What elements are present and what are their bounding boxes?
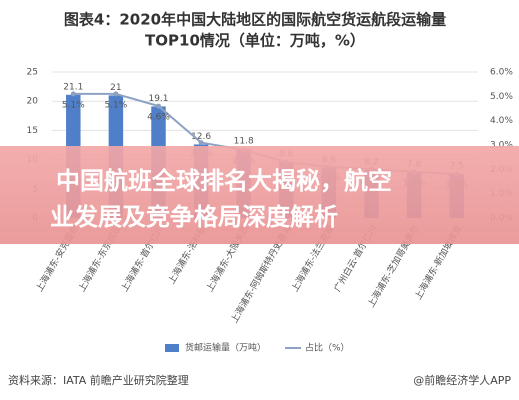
banner-text: 中国航班全球排名大揭秘，航空 [56,167,392,195]
y-tick-label: 25 [27,68,38,78]
y-tick-label: 15 [27,126,38,136]
y2-tick-label: 5.0% [490,92,513,102]
y2-tick-label: 6.0% [490,68,513,78]
line-marker [113,91,119,97]
legend-swatch [165,344,179,352]
source: 资料来源：IATA 前瞻产业研究院整理 [8,373,189,387]
banner [0,146,519,244]
bar-value-label: 12.6 [191,132,211,142]
line-marker [70,91,76,97]
line-value-label: 5.1% [104,100,127,110]
chart-title: 图表4：2020年中国大陆地区的国际航空货运航段运输量 [64,11,446,29]
bar-value-label: 21 [110,83,121,93]
legend-label: 货邮运输量（万吨） [185,342,266,354]
watermark: @前瞻经济学人APP [413,373,511,387]
line-value-label: 4.6% [147,113,170,123]
y-tick-label: 20 [27,97,39,107]
line-value-label: 5.1% [62,100,85,110]
banner-text: 业发展及竞争格局深度解析 [50,203,338,231]
bar-value-label: 19.1 [148,94,168,104]
line-marker [198,140,204,146]
y2-tick-label: 4.0% [490,116,513,126]
chart-title: TOP10情况（单位：万吨，%） [145,32,365,50]
y2-tick-label: 3.0% [490,141,513,151]
legend-label: 占比（%） [305,342,350,354]
line-marker [156,103,161,109]
bar-value-label: 11.8 [234,137,254,147]
bar-value-label: 21.1 [63,82,83,92]
